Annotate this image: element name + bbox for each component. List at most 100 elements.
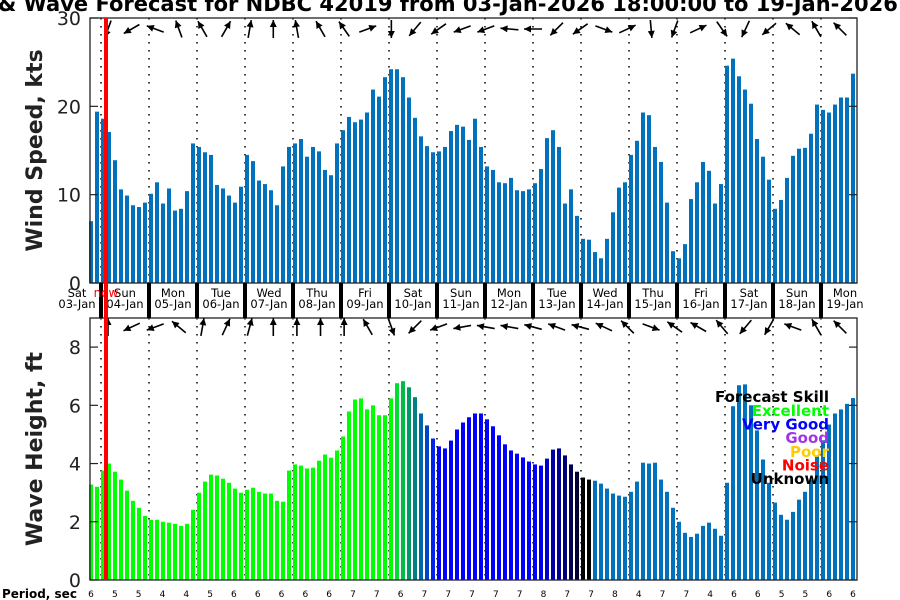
period-value: 5 (112, 590, 118, 600)
day-date-label: 07-Jan (250, 297, 287, 311)
now-label: now (94, 286, 119, 300)
arrow-head (667, 321, 676, 329)
wind-speed-bar (683, 244, 687, 283)
wave-height-bar (755, 430, 759, 580)
arrow-head (739, 326, 747, 334)
wind-speed-bar (503, 183, 507, 283)
wave-direction-arrow-icon (199, 317, 207, 337)
wind-speed-bar (491, 169, 495, 283)
arrow-head (627, 24, 636, 32)
wind-direction-arrow-icon (595, 25, 613, 33)
wind-speed-bar (179, 208, 183, 283)
wave-height-bar (389, 398, 393, 580)
day-separator-tick (99, 283, 103, 318)
wind-speed-bar (797, 148, 801, 283)
arrow-head (171, 321, 180, 329)
arrow-head (388, 327, 396, 336)
wind-speed-bar (89, 221, 93, 283)
day-separator-tick (579, 283, 583, 318)
arrow-head (269, 20, 277, 27)
wind-speed-bar (257, 180, 261, 283)
wave-height-bar (347, 411, 351, 580)
wave-height-bar (647, 463, 651, 580)
day-date-label: 19-Jan (826, 297, 863, 311)
plot-frame (89, 17, 858, 284)
wave-height-bar (311, 467, 315, 580)
arrow-head (647, 30, 655, 38)
arrow-head (524, 323, 533, 330)
day-separator-tick (339, 283, 343, 318)
wind-speed-bar (509, 177, 513, 283)
wave-height-bar (107, 463, 111, 580)
day-weekday-label: Wed (592, 286, 617, 300)
wave-height-bar (665, 491, 669, 580)
wind-speed-bar (779, 199, 783, 283)
wave-height-bar (257, 491, 261, 580)
wave-direction-arrow-icon (620, 320, 635, 334)
wave-height-bar (149, 519, 153, 580)
period-value: 7 (374, 590, 380, 600)
wave-height-bar (125, 490, 129, 580)
wave-height-bar (377, 415, 381, 580)
arrow-head (716, 320, 724, 328)
wave-height-bar (461, 422, 465, 580)
wave-height-bar (617, 495, 621, 580)
day-separator-tick (723, 283, 727, 318)
wave-height-bar (611, 493, 615, 580)
wave-height-bar (551, 449, 555, 580)
period-value: 7 (422, 590, 428, 600)
wind-speed-bar (347, 116, 351, 283)
day-weekday-label: Sun (450, 286, 472, 300)
wave-direction-arrow-icon (476, 323, 495, 331)
day-date-label: 11-Jan (442, 297, 479, 311)
wind-direction-arrow-icon (500, 25, 519, 33)
wave-direction-arrow-icon (547, 323, 566, 331)
y-tick-label: 8 (69, 337, 81, 359)
wind-direction-arrow-icon (524, 25, 543, 33)
wind-speed-bar (599, 258, 603, 283)
wind-direction-arrow-icon (315, 20, 326, 38)
day-weekday-label: Fri (694, 286, 708, 300)
wind-speed-bar (839, 97, 843, 283)
wave-height-bar (179, 525, 183, 580)
wind-speed-bar (821, 109, 825, 283)
day-weekday-label: Wed (256, 286, 281, 300)
period-row: Period, sec 6 5 5 4 4 5 6 6 6 6 6 7 7 6 7 7 7 7 7 8 7 7 8 4 7 7 4 6 6… (2, 587, 856, 600)
wind-speed-bar (449, 131, 453, 283)
wave-direction-arrow-icon (221, 318, 231, 336)
day-weekday-label: Sun (114, 286, 136, 300)
wave-height-bar (299, 465, 303, 580)
wave-direction-arrow-icon (387, 318, 396, 336)
period-value: 6 (398, 590, 404, 600)
day-weekday-label: Tue (210, 286, 231, 300)
day-date-label: 15-Jan (634, 297, 671, 311)
wave-height-bar (539, 465, 543, 580)
wave-height-bar (251, 487, 255, 580)
wave-height-bar (101, 470, 105, 580)
y-tick-label: 30 (57, 8, 81, 30)
wind-speed-bar (479, 146, 483, 283)
wind-speed-bar (203, 152, 207, 283)
wind-direction-arrow-icon (647, 19, 655, 39)
wave-height-bar (467, 417, 471, 580)
wind-direction-arrow-icon (146, 25, 164, 33)
wave-height-bar (425, 425, 429, 580)
wave-height-bar (395, 383, 399, 580)
wind-direction-arrow-icon (618, 24, 636, 34)
day-date-label: 09-Jan (346, 297, 383, 311)
arrow-head (595, 322, 604, 330)
wind-speed-bar (341, 130, 345, 283)
wind-speed-bar (665, 202, 669, 283)
period-value: 6 (279, 590, 285, 600)
wave-height-bar (773, 502, 777, 580)
wave-height-bar (215, 475, 219, 580)
wind-speed-bar (743, 89, 747, 283)
y-tick-label: 0 (69, 273, 81, 295)
wind-speed-bar (239, 186, 243, 283)
wave-height-bar (167, 522, 171, 580)
wave-direction-arrow-icon (429, 323, 448, 331)
wave-height-bar (659, 479, 663, 580)
wave-height-bar (383, 415, 387, 580)
wind-speed-bar (137, 207, 141, 283)
